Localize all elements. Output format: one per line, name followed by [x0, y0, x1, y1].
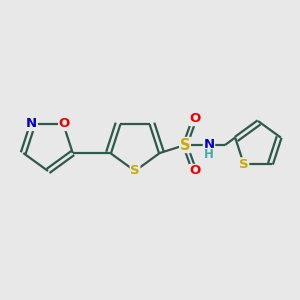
- Text: H: H: [204, 148, 214, 161]
- Text: S: S: [239, 158, 249, 171]
- Text: O: O: [189, 112, 201, 125]
- Text: N: N: [26, 118, 37, 130]
- Text: O: O: [59, 118, 70, 130]
- Text: S: S: [130, 164, 140, 178]
- Text: N: N: [203, 139, 214, 152]
- Text: S: S: [180, 137, 190, 152]
- Text: O: O: [189, 164, 201, 178]
